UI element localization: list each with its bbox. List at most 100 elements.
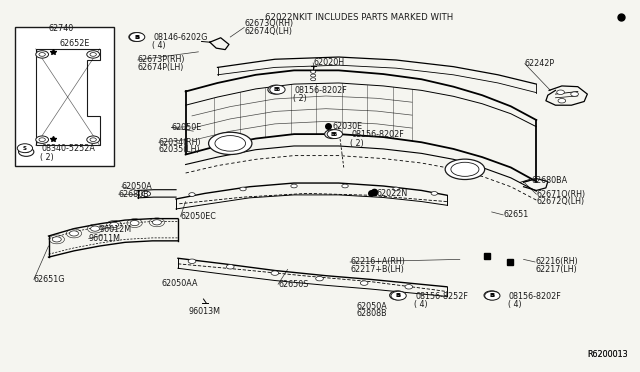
Circle shape xyxy=(90,52,97,56)
Circle shape xyxy=(91,226,100,231)
Circle shape xyxy=(342,184,348,188)
Text: R6200013: R6200013 xyxy=(588,350,628,359)
Text: 62808B: 62808B xyxy=(356,310,387,318)
Ellipse shape xyxy=(209,132,252,154)
Circle shape xyxy=(431,192,438,195)
Text: 62035(LH): 62035(LH) xyxy=(159,145,200,154)
Text: ( 4): ( 4) xyxy=(414,300,428,309)
Text: S: S xyxy=(24,150,28,154)
Text: B: B xyxy=(330,132,335,137)
Text: 62651: 62651 xyxy=(503,211,529,219)
Text: 62022N: 62022N xyxy=(377,189,408,198)
Circle shape xyxy=(405,285,413,289)
Text: 62652E: 62652E xyxy=(60,39,90,48)
Text: 62216+A(RH): 62216+A(RH) xyxy=(350,257,405,266)
Text: 62651G: 62651G xyxy=(34,275,65,284)
Text: 62673P(RH): 62673P(RH) xyxy=(138,55,186,64)
Text: ( 2): ( 2) xyxy=(40,153,54,161)
Circle shape xyxy=(310,78,316,81)
Circle shape xyxy=(291,184,297,188)
Circle shape xyxy=(19,147,34,156)
Text: 62672Q(LH): 62672Q(LH) xyxy=(536,197,584,206)
Text: 62050EC: 62050EC xyxy=(180,212,216,221)
Circle shape xyxy=(316,276,323,281)
Circle shape xyxy=(39,138,45,141)
Text: B: B xyxy=(490,293,495,298)
Circle shape xyxy=(90,138,97,141)
Circle shape xyxy=(52,237,61,242)
Text: 62034(RH): 62034(RH) xyxy=(159,138,202,147)
Circle shape xyxy=(129,33,145,41)
Text: 62671Q(RH): 62671Q(RH) xyxy=(536,190,586,199)
Text: 08340-5252A: 08340-5252A xyxy=(42,144,95,153)
Text: 96013M: 96013M xyxy=(189,307,221,316)
Circle shape xyxy=(391,291,406,300)
Text: 96012M: 96012M xyxy=(100,225,132,234)
Text: 08156-8202F: 08156-8202F xyxy=(351,130,404,140)
Circle shape xyxy=(36,136,49,143)
Text: 62680B: 62680B xyxy=(118,190,149,199)
Circle shape xyxy=(393,187,399,191)
Text: 62050A: 62050A xyxy=(356,302,387,311)
Text: 62030E: 62030E xyxy=(332,122,362,131)
Circle shape xyxy=(129,33,144,41)
Ellipse shape xyxy=(451,162,479,176)
Text: B: B xyxy=(275,87,280,92)
Circle shape xyxy=(70,231,79,236)
Ellipse shape xyxy=(445,159,484,180)
Text: 62050AA: 62050AA xyxy=(161,279,198,288)
Circle shape xyxy=(39,52,45,56)
Text: 08156-8202F: 08156-8202F xyxy=(509,292,562,301)
Text: 62242P: 62242P xyxy=(525,59,555,68)
Circle shape xyxy=(17,144,33,153)
Text: 08156-8252F: 08156-8252F xyxy=(415,292,468,301)
Circle shape xyxy=(240,187,246,191)
Text: 62050A: 62050A xyxy=(122,182,152,191)
Circle shape xyxy=(484,291,499,300)
Text: 62673Q(RH): 62673Q(RH) xyxy=(244,19,293,28)
Text: 62217+B(LH): 62217+B(LH) xyxy=(350,265,404,274)
Circle shape xyxy=(271,271,278,275)
Circle shape xyxy=(87,51,100,58)
Text: B: B xyxy=(273,87,278,92)
Circle shape xyxy=(189,193,195,196)
Circle shape xyxy=(360,281,368,285)
Circle shape xyxy=(310,70,316,73)
Circle shape xyxy=(227,264,234,269)
Circle shape xyxy=(141,191,150,196)
Text: 96011M: 96011M xyxy=(89,234,121,243)
Text: B: B xyxy=(134,35,139,39)
Text: 08156-8202F: 08156-8202F xyxy=(294,86,347,95)
Circle shape xyxy=(390,291,405,300)
Text: 62680BA: 62680BA xyxy=(531,176,567,185)
Text: 08146-6202G: 08146-6202G xyxy=(154,33,208,42)
Text: B: B xyxy=(135,35,140,39)
Text: 62740: 62740 xyxy=(49,24,74,33)
Text: B: B xyxy=(490,293,494,298)
Text: ( 4): ( 4) xyxy=(152,41,166,51)
Circle shape xyxy=(268,85,283,94)
Text: 62650S: 62650S xyxy=(278,280,308,289)
FancyBboxPatch shape xyxy=(15,27,113,166)
Text: 62050E: 62050E xyxy=(172,123,202,132)
Text: ( 4): ( 4) xyxy=(508,300,521,309)
Circle shape xyxy=(152,220,161,225)
Text: 62022NKIT INCLUDES PARTS MARKED WITH: 62022NKIT INCLUDES PARTS MARKED WITH xyxy=(266,13,454,22)
Text: B: B xyxy=(333,132,337,137)
Circle shape xyxy=(327,130,342,138)
Text: 62020H: 62020H xyxy=(313,58,344,67)
Text: B: B xyxy=(396,293,401,298)
Text: B: B xyxy=(395,293,399,298)
Text: 62674Q(LH): 62674Q(LH) xyxy=(244,26,292,36)
Text: 62674P(LH): 62674P(LH) xyxy=(138,63,184,72)
Text: S: S xyxy=(23,146,27,151)
Circle shape xyxy=(484,291,500,300)
Circle shape xyxy=(87,136,100,143)
Text: ( 2): ( 2) xyxy=(350,138,364,148)
Text: 62217(LH): 62217(LH) xyxy=(535,265,577,274)
Circle shape xyxy=(130,221,139,226)
Circle shape xyxy=(270,85,285,94)
Circle shape xyxy=(557,90,564,94)
Circle shape xyxy=(571,92,579,96)
Circle shape xyxy=(36,51,49,58)
